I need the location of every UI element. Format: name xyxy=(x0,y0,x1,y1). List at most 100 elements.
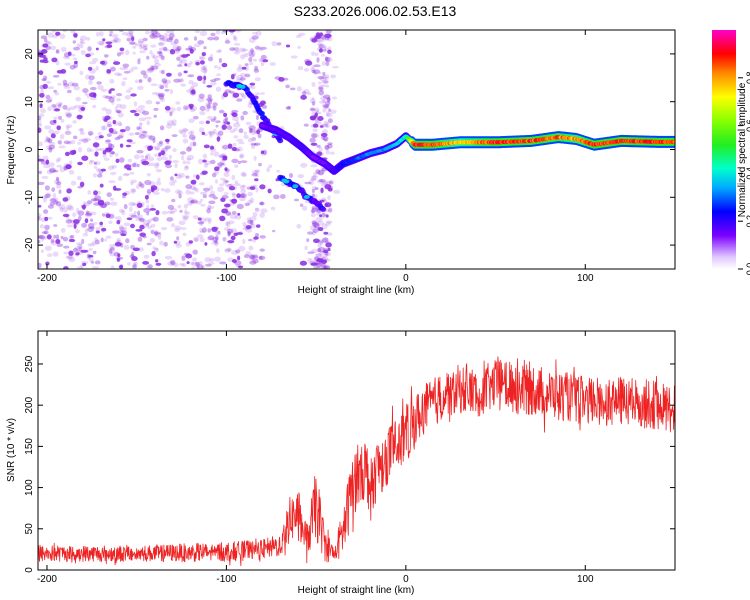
noise-speckle xyxy=(197,158,204,165)
noise-speckle xyxy=(156,157,162,162)
noise-speckle xyxy=(219,215,226,222)
noise-speckle xyxy=(97,132,102,136)
noise-speckle xyxy=(212,128,217,135)
noise-speckle xyxy=(251,50,256,56)
noise-speckle xyxy=(163,46,168,51)
noise-speckle xyxy=(68,106,77,110)
noise-speckle xyxy=(63,266,69,269)
noise-speckle xyxy=(251,129,258,133)
noise-speckle xyxy=(69,150,76,156)
noise-speckle xyxy=(323,237,329,243)
noise-speckle xyxy=(217,230,221,234)
noise-speckle xyxy=(163,32,168,38)
noise-speckle xyxy=(89,61,97,65)
noise-speckle xyxy=(228,30,236,33)
noise-speckle xyxy=(282,77,289,81)
noise-speckle xyxy=(310,262,319,266)
noise-speckle xyxy=(332,65,339,69)
noise-speckle xyxy=(38,158,45,162)
noise-speckle xyxy=(60,118,65,123)
noise-speckle xyxy=(245,225,252,230)
noise-speckle xyxy=(196,264,204,269)
noise-speckle xyxy=(249,260,257,265)
noise-speckle xyxy=(259,255,263,260)
noise-speckle xyxy=(92,222,98,225)
noise-speckle xyxy=(201,52,206,57)
noise-speckle xyxy=(199,198,204,202)
noise-speckle xyxy=(229,237,235,241)
snr-ytick-label: 50 xyxy=(24,523,35,535)
noise-speckle xyxy=(121,209,126,216)
noise-speckle xyxy=(46,216,53,220)
noise-speckle xyxy=(226,184,234,189)
noise-speckle xyxy=(314,33,321,38)
noise-speckle xyxy=(233,127,238,132)
noise-speckle xyxy=(309,107,316,111)
noise-speckle xyxy=(70,234,75,239)
noise-speckle xyxy=(95,168,101,172)
noise-speckle xyxy=(87,223,95,228)
noise-speckle xyxy=(321,135,325,140)
noise-speckle xyxy=(132,262,137,268)
noise-speckle xyxy=(300,162,308,168)
noise-speckle xyxy=(315,110,320,115)
noise-speckle xyxy=(62,236,69,242)
noise-speckle xyxy=(188,134,196,140)
noise-speckle xyxy=(67,81,75,87)
snr-ylabel: SNR (10 * v/v) xyxy=(6,418,17,482)
noise-speckle xyxy=(250,143,256,150)
noise-speckle xyxy=(41,175,49,179)
noise-speckle xyxy=(166,37,173,43)
snr-xlabel: Height of straight line (km) xyxy=(298,585,415,596)
noise-speckle xyxy=(79,245,83,249)
noise-speckle xyxy=(98,31,104,37)
noise-speckle xyxy=(50,45,57,51)
colorbar-tick-label: 0.0 xyxy=(745,263,750,276)
noise-speckle xyxy=(93,173,97,178)
noise-speckle xyxy=(219,261,227,265)
noise-speckle xyxy=(255,30,262,36)
noise-speckle xyxy=(207,94,212,99)
noise-speckle xyxy=(43,38,48,43)
noise-speckle xyxy=(129,206,133,212)
noise-speckle xyxy=(210,151,214,156)
noise-speckle xyxy=(153,35,158,40)
noise-speckle xyxy=(182,216,188,221)
noise-speckle xyxy=(120,233,127,237)
noise-speckle xyxy=(88,133,92,137)
noise-speckle xyxy=(207,228,211,233)
noise-speckle xyxy=(119,157,125,163)
noise-speckle xyxy=(62,197,69,202)
noise-speckle xyxy=(232,47,240,51)
noise-speckle xyxy=(63,163,70,169)
noise-speckle xyxy=(113,72,121,76)
noise-speckle xyxy=(88,75,95,81)
noise-speckle xyxy=(185,184,193,190)
noise-speckle xyxy=(324,47,329,51)
noise-speckle xyxy=(39,84,45,90)
noise-speckle xyxy=(65,255,73,259)
noise-speckle xyxy=(323,231,329,235)
noise-speckle xyxy=(123,226,127,233)
noise-speckle xyxy=(49,201,56,206)
noise-speckle xyxy=(126,37,132,42)
noise-speckle xyxy=(122,194,126,199)
noise-speckle xyxy=(114,130,119,134)
noise-speckle xyxy=(191,136,196,142)
noise-speckle xyxy=(323,135,327,141)
noise-speckle xyxy=(219,160,225,165)
noise-speckle xyxy=(221,94,225,100)
noise-speckle xyxy=(325,221,331,227)
noise-speckle xyxy=(151,65,159,70)
noise-speckle xyxy=(231,146,237,152)
noise-speckle xyxy=(164,145,171,150)
noise-speckle xyxy=(64,62,71,66)
snr-frame xyxy=(37,330,676,571)
noise-speckle xyxy=(75,246,81,251)
noise-speckle xyxy=(182,138,189,144)
noise-speckle xyxy=(172,123,177,127)
noise-speckle xyxy=(100,168,106,172)
noise-speckle xyxy=(169,259,175,265)
noise-speckle xyxy=(187,201,193,206)
noise-speckle xyxy=(318,264,323,269)
